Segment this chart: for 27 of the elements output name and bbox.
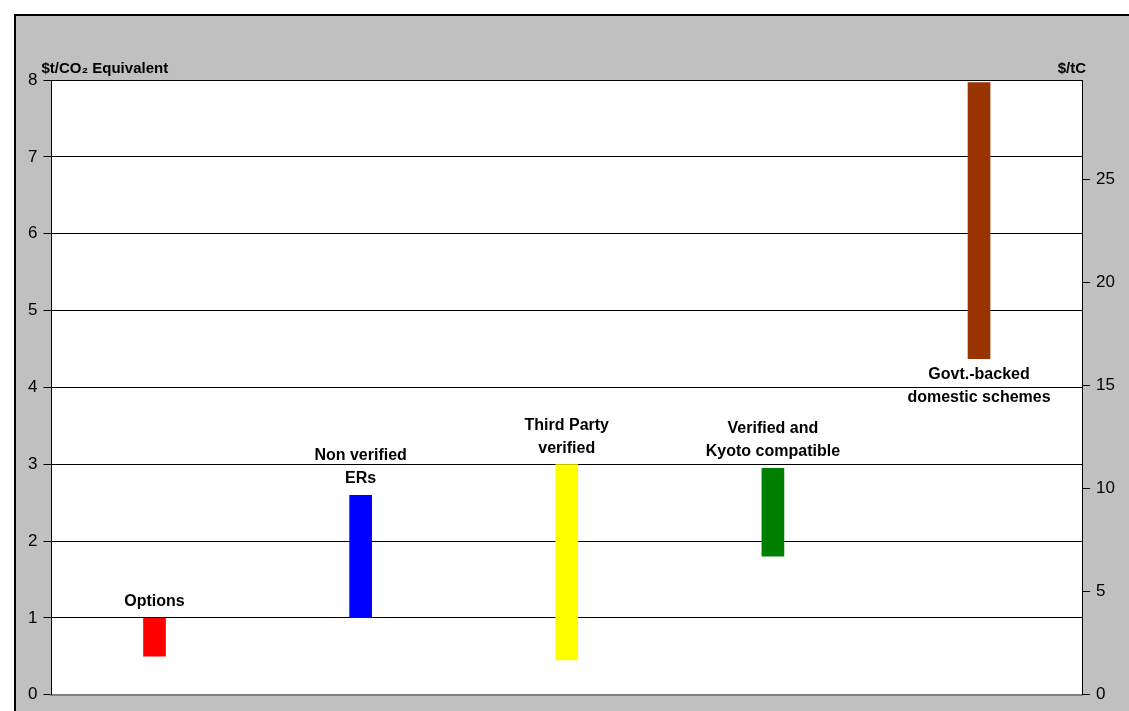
y2-axis-title: $/tC — [1057, 58, 1087, 76]
y-tick-label: 1 — [27, 607, 38, 627]
bar — [349, 494, 372, 618]
y-tick-label: 3 — [27, 453, 38, 473]
x-tick-label: Third Party verified — [524, 415, 610, 456]
y-tick-label: 7 — [27, 146, 38, 166]
y-tick-label: 6 — [27, 223, 38, 243]
y2-tick-label: 15 — [1096, 375, 1116, 395]
y-tick-label: 5 — [27, 300, 38, 320]
x-tick-label: Govt.-backed domestic schemes — [907, 365, 1051, 406]
bar — [967, 82, 991, 359]
bar — [555, 464, 579, 661]
x-tick-label: Verified and Kyoto compatible — [705, 419, 841, 460]
x-tick-label: Options — [124, 592, 185, 610]
y-tick-label: 2 — [27, 530, 38, 550]
y-axis-title: $t/CO₂ Equivalent — [41, 58, 169, 76]
y2-tick-label: 0 — [1096, 684, 1106, 704]
y2-tick-label: 5 — [1096, 581, 1106, 601]
y-tick-label: 0 — [27, 684, 38, 704]
y2-tick-label: 10 — [1096, 478, 1116, 498]
bar — [761, 468, 785, 557]
bar — [143, 617, 166, 657]
y-tick-label: 4 — [27, 377, 38, 397]
y2-tick-label: 20 — [1096, 271, 1116, 291]
x-tick-label: Non verified ERs — [314, 446, 407, 487]
y2-tick-label: 25 — [1096, 168, 1116, 188]
y-tick-label: 8 — [27, 69, 38, 89]
